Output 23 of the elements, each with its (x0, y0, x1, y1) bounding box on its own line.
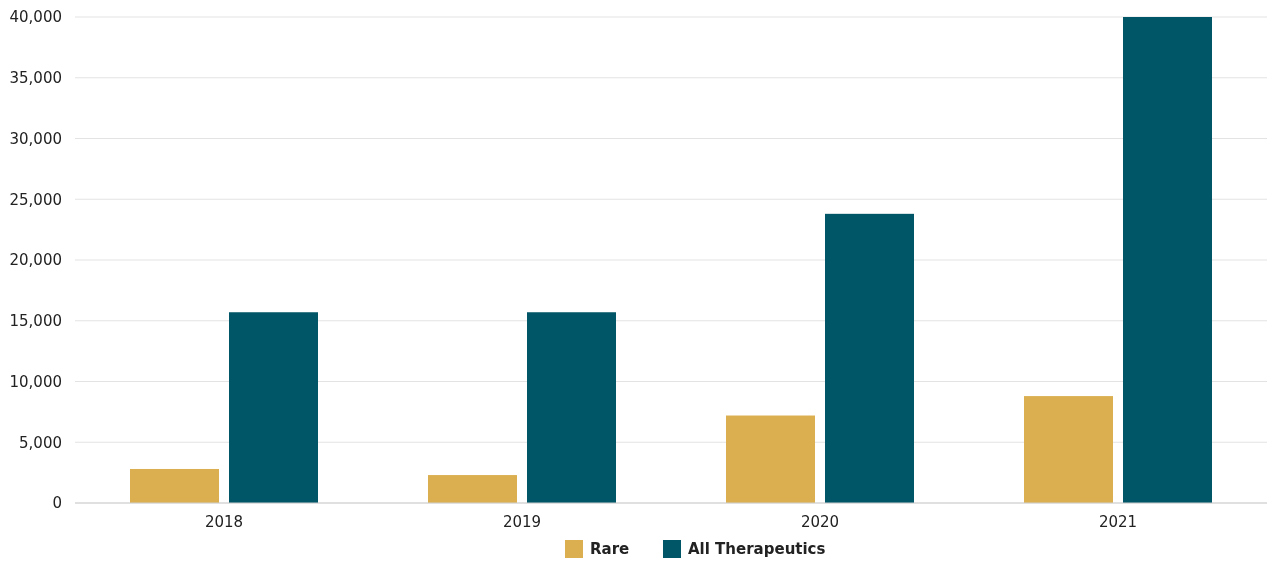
bar (428, 475, 517, 503)
bar (825, 213, 914, 503)
y-tick-label: 10,000 (9, 372, 62, 391)
y-tick-label: 30,000 (9, 129, 62, 148)
legend-label: All Therapeutics (688, 540, 826, 559)
bar (726, 415, 815, 503)
y-tick-label: 5,000 (19, 433, 62, 452)
x-tick-label: 2019 (502, 513, 542, 531)
bar (229, 312, 318, 503)
y-tick-label: 40,000 (9, 8, 62, 27)
x-tick-label: 2020 (800, 513, 840, 531)
y-tick-label: 15,000 (9, 312, 62, 330)
y-tick-label: 20,000 (9, 251, 62, 270)
bar (130, 468, 219, 503)
legend-label: Rare (590, 540, 630, 559)
y-tick-label: 35,000 (9, 69, 62, 87)
bar (1024, 396, 1113, 503)
bar (1123, 17, 1212, 503)
bar (527, 312, 616, 503)
x-tick-label: 2018 (204, 513, 244, 531)
x-tick-label: 2021 (1098, 513, 1138, 531)
y-tick-label: 0 (52, 494, 62, 513)
y-tick-label: 25,000 (9, 190, 62, 209)
